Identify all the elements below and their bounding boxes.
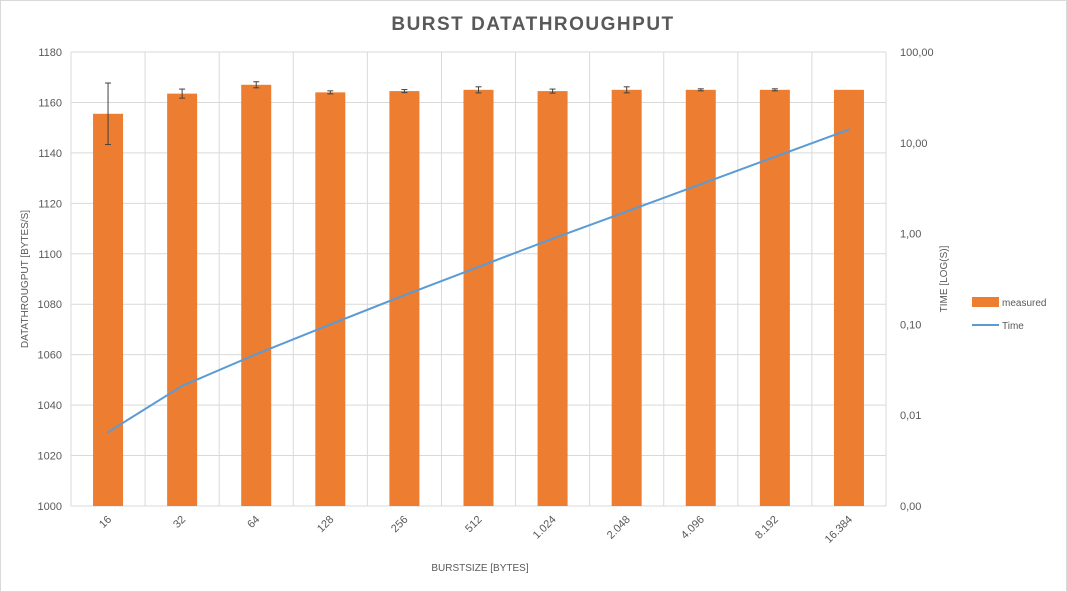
y2-axis-title: TIME [LOG(S)] xyxy=(939,245,950,312)
y-axis-title: DATATHROUGPUT [BYTES/S] xyxy=(20,210,31,348)
y-tick-label: 1140 xyxy=(38,148,62,160)
y2-tick-label: 0,10 xyxy=(900,319,921,331)
y2-tick-label: 100,00 xyxy=(900,47,934,59)
y2-axis-ticks: 0,00 0,01 0,10 1,00 10,00 100,00 xyxy=(900,47,934,513)
y-tick-label: 1040 xyxy=(38,400,62,412)
legend-swatch-measured xyxy=(972,297,999,307)
error-bar-layer xyxy=(105,81,778,146)
bar xyxy=(241,84,272,507)
y2-tick-label: 0,00 xyxy=(900,501,921,513)
bar xyxy=(93,113,124,507)
grid-layer xyxy=(70,51,887,507)
y2-tick-label: 1,00 xyxy=(900,229,921,241)
y-tick-label: 1080 xyxy=(38,299,62,311)
y-tick-label: 1100 xyxy=(38,249,62,261)
chart-title: BURST DATATHROUGHPUT xyxy=(391,14,674,35)
y-tick-label: 1020 xyxy=(38,451,62,463)
y2-tick-label: 10,00 xyxy=(900,138,928,150)
y-tick-label: 1060 xyxy=(38,350,62,362)
legend: measured Time xyxy=(972,297,1046,332)
y-tick-label: 1180 xyxy=(38,47,62,59)
y-tick-label: 1160 xyxy=(38,97,62,109)
legend-label-time: Time xyxy=(1002,321,1024,332)
bar xyxy=(463,89,494,506)
y2-tick-label: 0,01 xyxy=(900,410,921,422)
bar xyxy=(537,91,568,506)
bar xyxy=(685,89,716,506)
bar xyxy=(759,89,790,506)
bar xyxy=(833,89,864,506)
bar xyxy=(167,93,198,506)
y-tick-label: 1120 xyxy=(38,198,62,210)
line-layer xyxy=(107,128,850,434)
y-axis-ticks: 1000 1020 1040 1060 1080 1100 1120 1140 1160 1180 xyxy=(38,47,62,513)
legend-label-measured: measured xyxy=(1002,298,1046,309)
y-tick-label: 1000 xyxy=(38,501,62,513)
bar xyxy=(611,89,642,506)
x-axis-title: BURSTSIZE [BYTES] xyxy=(431,563,528,574)
bar xyxy=(315,92,346,506)
